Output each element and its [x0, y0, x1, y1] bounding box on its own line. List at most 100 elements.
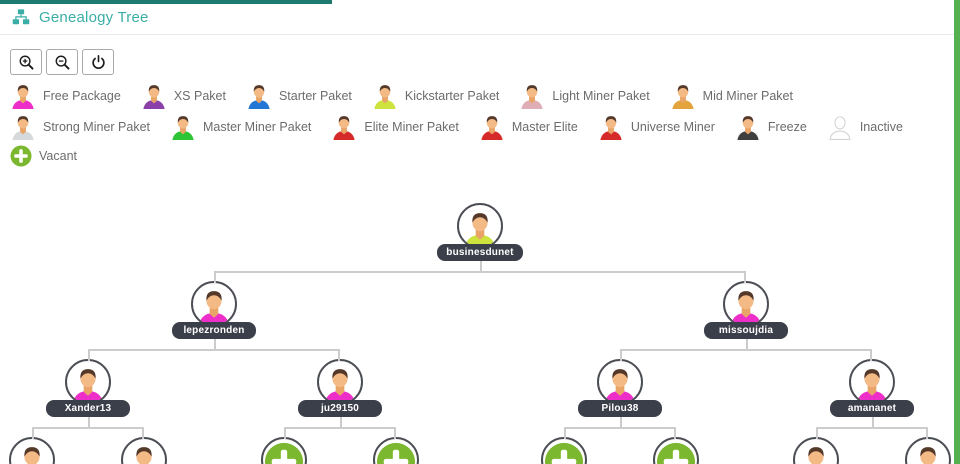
- vacant-node[interactable]: ADD HERE: [522, 437, 606, 464]
- tree-branch: ADD HERE: [508, 427, 622, 464]
- member-avatar-icon[interactable]: [317, 359, 363, 405]
- top-accent-bar: [0, 0, 332, 4]
- right-accent-bar: [954, 0, 960, 464]
- member-avatar-icon[interactable]: [597, 359, 643, 405]
- package-avatar-icon: [141, 83, 167, 109]
- legend-item-label: Vacant: [39, 149, 77, 163]
- legend-item-label: XS Paket: [173, 89, 226, 103]
- tree-branch: businesdunet lepezronden Xander13 Deterone g…: [0, 203, 960, 464]
- tree-branch: amananet allcoin Forldereu974: [744, 349, 960, 464]
- member-node[interactable]: gigilaye: [102, 437, 186, 464]
- member-avatar-icon[interactable]: [9, 437, 55, 464]
- package-avatar-icon: [670, 83, 696, 109]
- member-name-label[interactable]: businesdunet: [437, 244, 523, 261]
- tree-branch: lepezronden Xander13 Deterone gigilaye ju291…: [0, 271, 482, 464]
- tree-branch: Xander13 Deterone gigilaye: [0, 349, 216, 464]
- package-avatar-icon: [479, 114, 505, 140]
- zoom-in-button[interactable]: [10, 49, 42, 75]
- add-member-icon[interactable]: [261, 437, 307, 464]
- member-avatar-icon[interactable]: [905, 437, 951, 464]
- add-member-icon[interactable]: [541, 437, 587, 464]
- tree-branch: ADD HERE: [618, 427, 732, 464]
- member-name-label[interactable]: Pilou38: [578, 400, 662, 417]
- tree-branch: Pilou38 ADD HERE ADD HERE: [494, 349, 748, 464]
- power-icon: [90, 54, 107, 71]
- legend-item-label: Kickstarter Paket: [404, 89, 500, 103]
- member-node[interactable]: amananet: [830, 359, 914, 417]
- member-node[interactable]: businesdunet: [437, 203, 523, 261]
- member-node[interactable]: missoujdia: [704, 281, 788, 339]
- member-avatar-icon[interactable]: [121, 437, 167, 464]
- legend-item-label: Master Miner Paket: [203, 120, 312, 134]
- legend-item: Inactive: [827, 114, 903, 140]
- legend-item: Master Miner Paket: [170, 114, 311, 140]
- genealogy-tree: businesdunet lepezronden Xander13 Deterone g…: [0, 203, 960, 464]
- legend-item: Vacant: [10, 145, 77, 167]
- member-name-label[interactable]: ju29150: [298, 400, 382, 417]
- toolbar: [10, 49, 960, 75]
- member-avatar-icon[interactable]: [191, 281, 237, 327]
- member-avatar-icon[interactable]: [65, 359, 111, 405]
- zoom-out-button[interactable]: [46, 49, 78, 75]
- package-avatar-icon: [246, 83, 272, 109]
- member-avatar-icon[interactable]: [793, 437, 839, 464]
- legend-item: Free Package: [10, 83, 121, 109]
- member-name-label[interactable]: lepezronden: [172, 322, 256, 339]
- legend-item-label: Universe Miner: [630, 120, 715, 134]
- member-name-label[interactable]: amananet: [830, 400, 914, 417]
- legend-item-label: Free Package: [43, 89, 121, 103]
- tree-branch: gigilaye: [86, 427, 200, 464]
- member-avatar-icon[interactable]: [457, 203, 503, 249]
- package-legend: Free Package XS Paket Starter Paket Kicksta…: [0, 79, 960, 167]
- add-member-icon[interactable]: [373, 437, 419, 464]
- legend-item-label: Light Miner Paket: [552, 89, 650, 103]
- package-avatar-icon: [331, 114, 357, 140]
- member-node[interactable]: Forldereu974: [886, 437, 960, 464]
- add-member-icon[interactable]: [653, 437, 699, 464]
- legend-item: Freeze: [735, 114, 807, 140]
- member-avatar-icon[interactable]: [723, 281, 769, 327]
- legend-item: Universe Miner: [598, 114, 715, 140]
- member-node[interactable]: ju29150: [298, 359, 382, 417]
- tree-branch: ADD HERE: [228, 427, 342, 464]
- page-title: Genealogy Tree: [39, 8, 149, 26]
- package-avatar-icon: [598, 114, 624, 140]
- member-name-label[interactable]: missoujdia: [704, 322, 788, 339]
- package-avatar-icon: [735, 114, 761, 140]
- tree-branch: Deterone: [0, 427, 90, 464]
- package-avatar-icon: [10, 83, 36, 109]
- vacant-node[interactable]: ADD HERE: [634, 437, 718, 464]
- legend-item-label: Strong Miner Paket: [43, 120, 150, 134]
- member-node[interactable]: Xander13: [46, 359, 130, 417]
- tree-branch: allcoin: [760, 427, 874, 464]
- member-node[interactable]: Pilou38: [578, 359, 662, 417]
- power-button[interactable]: [82, 49, 114, 75]
- vacant-node[interactable]: ADD HERE: [242, 437, 326, 464]
- legend-item: Master Elite: [479, 114, 578, 140]
- tree-branch: ju29150 ADD HERE ADD HERE: [212, 349, 466, 464]
- legend-item-label: Master Elite: [511, 120, 578, 134]
- zoom-in-icon: [18, 54, 35, 71]
- tree-branch: missoujdia Pilou38 ADD HERE ADD HERE amanane…: [478, 271, 960, 464]
- member-node[interactable]: allcoin: [774, 437, 858, 464]
- member-node[interactable]: Deterone: [0, 437, 74, 464]
- legend-item-label: Elite Miner Paket: [364, 120, 459, 134]
- package-avatar-icon: [372, 83, 398, 109]
- member-name-label[interactable]: Xander13: [46, 400, 130, 417]
- legend-item: Starter Paket: [246, 83, 352, 109]
- sitemap-icon: [12, 8, 30, 26]
- vacant-plus-icon: [10, 145, 32, 167]
- member-avatar-icon[interactable]: [849, 359, 895, 405]
- legend-item: Strong Miner Paket: [10, 114, 150, 140]
- legend-item: XS Paket: [141, 83, 226, 109]
- legend-item: Mid Miner Paket: [670, 83, 793, 109]
- package-avatar-icon: [170, 114, 196, 140]
- package-avatar-icon: [10, 114, 36, 140]
- legend-item-label: Starter Paket: [278, 89, 352, 103]
- legend-item-label: Mid Miner Paket: [702, 89, 793, 103]
- package-avatar-icon: [519, 83, 545, 109]
- member-node[interactable]: lepezronden: [172, 281, 256, 339]
- legend-item-label: Freeze: [767, 120, 807, 134]
- vacant-node[interactable]: ADD HERE: [354, 437, 438, 464]
